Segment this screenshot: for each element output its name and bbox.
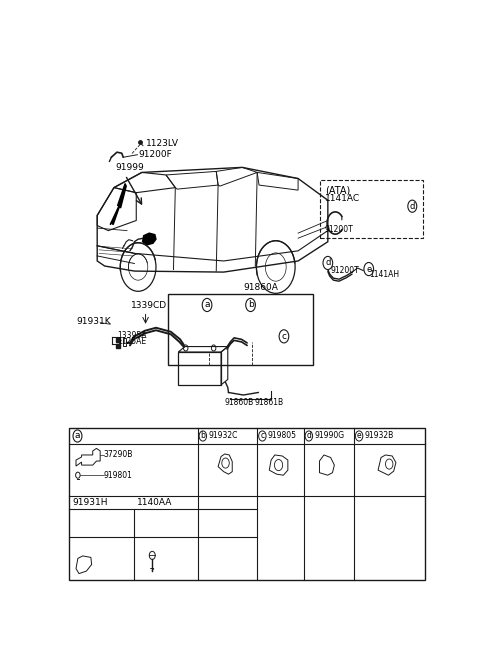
- Text: 1141AH: 1141AH: [369, 270, 399, 279]
- Polygon shape: [143, 233, 156, 245]
- Text: b: b: [201, 432, 205, 440]
- Text: 1140AA: 1140AA: [137, 498, 173, 507]
- Text: 91200T: 91200T: [325, 225, 354, 234]
- Text: 91999: 91999: [116, 164, 144, 172]
- Polygon shape: [110, 183, 126, 225]
- Text: 91932B: 91932B: [364, 432, 394, 440]
- Bar: [321, 180, 423, 238]
- Text: c: c: [260, 432, 264, 440]
- Text: 91990G: 91990G: [314, 432, 344, 440]
- Text: d: d: [409, 202, 415, 211]
- Text: 1125AE: 1125AE: [118, 337, 147, 346]
- Text: 1123LV: 1123LV: [145, 139, 179, 148]
- Text: 91200F: 91200F: [139, 150, 172, 159]
- Text: 919801: 919801: [104, 470, 133, 480]
- Text: a: a: [75, 432, 80, 440]
- Text: 37290B: 37290B: [104, 451, 133, 459]
- Text: 1141AC: 1141AC: [325, 194, 360, 203]
- Text: 91931H: 91931H: [72, 498, 108, 507]
- Bar: [178, 352, 221, 385]
- Text: c: c: [281, 332, 287, 341]
- Bar: [69, 428, 424, 579]
- Text: 1339CD: 1339CD: [131, 300, 167, 309]
- Text: e: e: [357, 432, 361, 440]
- Bar: [168, 294, 313, 365]
- Text: d: d: [306, 432, 312, 440]
- Text: 919805: 919805: [267, 432, 297, 440]
- Text: 91860A: 91860A: [243, 283, 278, 292]
- Text: e: e: [366, 265, 372, 273]
- Text: d: d: [325, 258, 331, 267]
- Text: (ATA): (ATA): [325, 185, 350, 195]
- Text: b: b: [248, 300, 253, 309]
- Text: 91200T: 91200T: [330, 266, 359, 275]
- Text: 91932C: 91932C: [208, 432, 238, 440]
- Text: 91861B: 91861B: [254, 398, 284, 407]
- Text: 91931K: 91931K: [77, 317, 111, 326]
- Text: 91860B: 91860B: [224, 398, 253, 407]
- Text: 13395A: 13395A: [118, 331, 147, 340]
- Text: a: a: [204, 300, 210, 309]
